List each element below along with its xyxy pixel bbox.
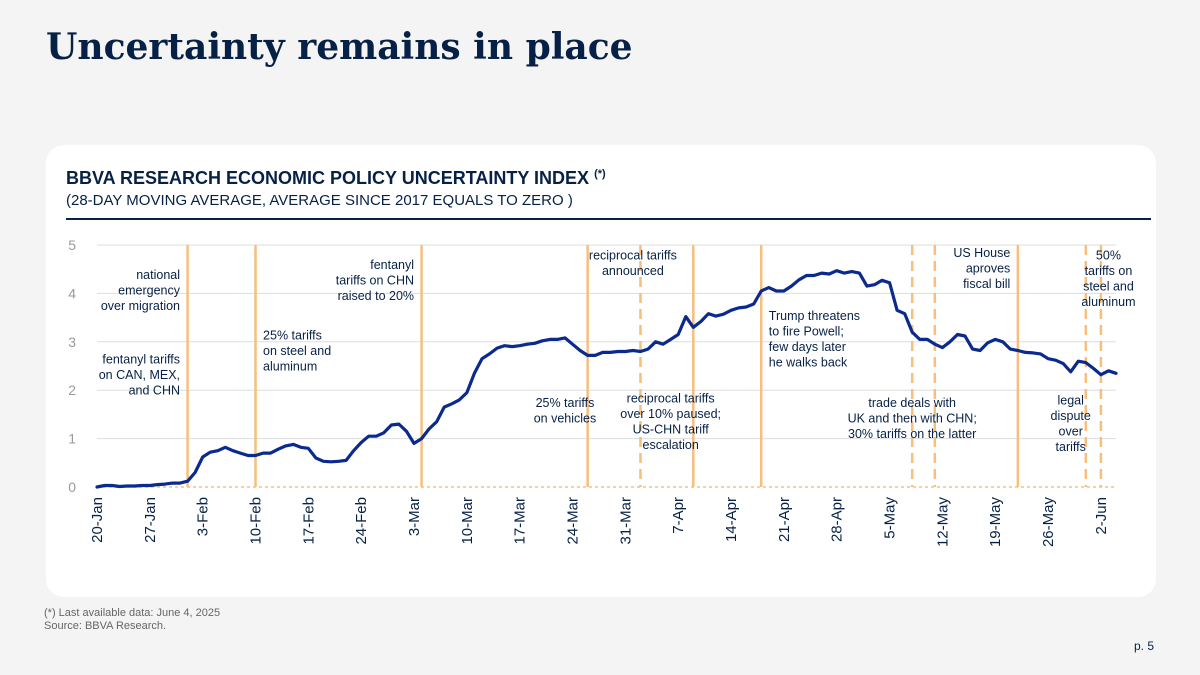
event-annotation-line: aproves <box>966 262 1010 276</box>
x-tick-label: 3-Feb <box>195 497 212 536</box>
x-tick-label: 5-May <box>882 497 899 539</box>
page-number: p. 5 <box>1133 639 1154 653</box>
title-divider <box>66 218 1151 220</box>
event-annotation: US House aproves fiscal bill <box>953 246 1010 291</box>
event-annotation-line: dispute <box>1051 409 1091 423</box>
y-tick-label: 0 <box>68 479 76 495</box>
x-tick-label: 10-Mar <box>459 497 476 545</box>
event-annotation: trade deals with UK and then with CHN; 30%… <box>848 396 977 441</box>
x-tick-label: 20-Jan <box>89 497 106 543</box>
footnote: (*) Last available data: June 4, 2025 So… <box>44 607 220 633</box>
line-chart: 0 1 2 3 4 5 20-Jan 27-Jan 3-Feb 10-Feb 17-Feb 24-Fe… <box>68 237 1135 548</box>
event-annotation-line: aluminum <box>263 359 317 373</box>
x-tick-label: 12-May <box>934 497 951 548</box>
event-annotation-line: UK and then with CHN; <box>848 412 977 426</box>
event-annotation-line: aluminum <box>1081 295 1135 309</box>
event-annotation-line: emergency <box>118 283 181 297</box>
event-annotation-line: few days later <box>769 340 846 354</box>
y-tick-label: 4 <box>68 285 76 301</box>
event-annotation-line: and CHN <box>129 384 180 398</box>
event-annotation-line: 25% tariffs <box>536 396 595 410</box>
event-annotation-line: Trump threatens <box>769 309 860 323</box>
x-tick-label: 28-Apr <box>829 497 846 542</box>
event-annotation: 25% tariffs on steel and aluminum <box>263 328 331 373</box>
event-annotation-line: reciprocal tariffs <box>627 391 715 405</box>
event-annotation: fentanyl tariffs on CAN, MEX, and CHN <box>99 353 180 398</box>
x-tick-label: 24-Mar <box>565 497 582 545</box>
event-annotation-line: 25% tariffs <box>263 328 322 342</box>
uncertainty-index-line <box>95 269 1118 489</box>
event-annotation: national emergency over migration <box>101 268 181 313</box>
footnote-source: Source: BBVA Research. <box>44 620 167 632</box>
y-tick-label: 1 <box>68 431 76 447</box>
y-tick-label: 3 <box>68 334 76 350</box>
event-annotation: 50% tariffs on steel and aluminum <box>1081 249 1135 310</box>
event-annotation: reciprocal tariffs announced <box>589 249 677 279</box>
chart-title-text: BBVA RESEARCH ECONOMIC POLICY UNCERTAINT… <box>66 168 590 188</box>
chart-title-footnote-marker: (*) <box>594 168 606 180</box>
event-annotation-line: tariffs on <box>1085 264 1133 278</box>
x-tick-label: 19-May <box>987 497 1004 548</box>
event-annotation-line: on steel and <box>263 344 331 358</box>
chart-subtitle: (28-DAY MOVING AVERAGE, AVERAGE SINCE 20… <box>66 192 573 209</box>
event-annotation-line: announced <box>602 264 664 278</box>
chart-card: BBVA RESEARCH ECONOMIC POLICY UNCERTAINT… <box>46 145 1156 597</box>
event-annotation-line: escalation <box>643 438 699 452</box>
y-tick-label: 5 <box>68 237 76 253</box>
event-annotation-line: fentanyl <box>370 258 414 272</box>
y-tick-label: 2 <box>68 382 76 398</box>
event-annotation-line: trade deals with <box>868 396 956 410</box>
event-annotation-line: fentanyl tariffs <box>102 353 180 367</box>
event-annotation-line: over <box>1059 425 1083 439</box>
event-annotation-line: US House <box>953 246 1010 260</box>
event-annotation: Trump threatens to fire Powell; few days l… <box>769 309 860 370</box>
x-tick-label: 3-Mar <box>406 497 423 536</box>
footnote-last-data: (*) Last available data: June 4, 2025 <box>44 607 221 619</box>
event-annotation-line: reciprocal tariffs <box>589 249 677 263</box>
x-tick-label: 31-Mar <box>617 497 634 545</box>
chart-title: BBVA RESEARCH ECONOMIC POLICY UNCERTAINT… <box>66 168 606 189</box>
x-tick-label: 14-Apr <box>723 497 740 542</box>
event-annotation-line: national <box>136 268 180 282</box>
x-tick-label: 21-Apr <box>776 497 793 542</box>
event-annotation-line: he walks back <box>769 356 848 370</box>
x-tick-label: 17-Mar <box>512 497 529 545</box>
event-annotation-line: raised to 20% <box>338 289 414 303</box>
x-tick-label: 10-Feb <box>248 497 265 545</box>
event-annotation-line: over 10% paused; <box>620 407 721 421</box>
event-annotation-line: US-CHN tariff <box>633 422 710 436</box>
event-annotation: fentanyl tariffs on CHN raised to 20% <box>336 258 414 303</box>
x-tick-label: 26-May <box>1040 497 1057 548</box>
event-annotation-line: legal <box>1058 394 1084 408</box>
event-annotation-line: steel and <box>1083 280 1134 294</box>
event-annotation: legal dispute over tariffs <box>1051 394 1091 455</box>
slide-title: Uncertainty remains in place <box>46 26 633 68</box>
event-annotation-line: 30% tariffs on the latter <box>848 427 976 441</box>
event-annotation-line: over migration <box>101 299 180 313</box>
x-tick-label: 2-Jun <box>1093 497 1110 535</box>
x-tick-label: 17-Feb <box>300 497 317 545</box>
event-annotation-line: tariffs <box>1056 440 1086 454</box>
event-annotation: 25% tariffs on vehicles <box>534 396 597 426</box>
event-annotation: reciprocal tariffs over 10% paused; US-CHN… <box>620 391 721 452</box>
x-tick-label: 27-Jan <box>142 497 159 543</box>
x-tick-label: 7-Apr <box>670 497 687 534</box>
event-annotation-line: on vehicles <box>534 412 597 426</box>
event-annotation-line: on CAN, MEX, <box>99 368 180 382</box>
x-tick-label: 24-Feb <box>353 497 370 545</box>
event-annotation-line: 50% <box>1096 249 1121 263</box>
event-annotation-line: fiscal bill <box>963 277 1010 291</box>
event-annotation-line: tariffs on CHN <box>336 274 414 288</box>
event-annotation-line: to fire Powell; <box>769 325 844 339</box>
